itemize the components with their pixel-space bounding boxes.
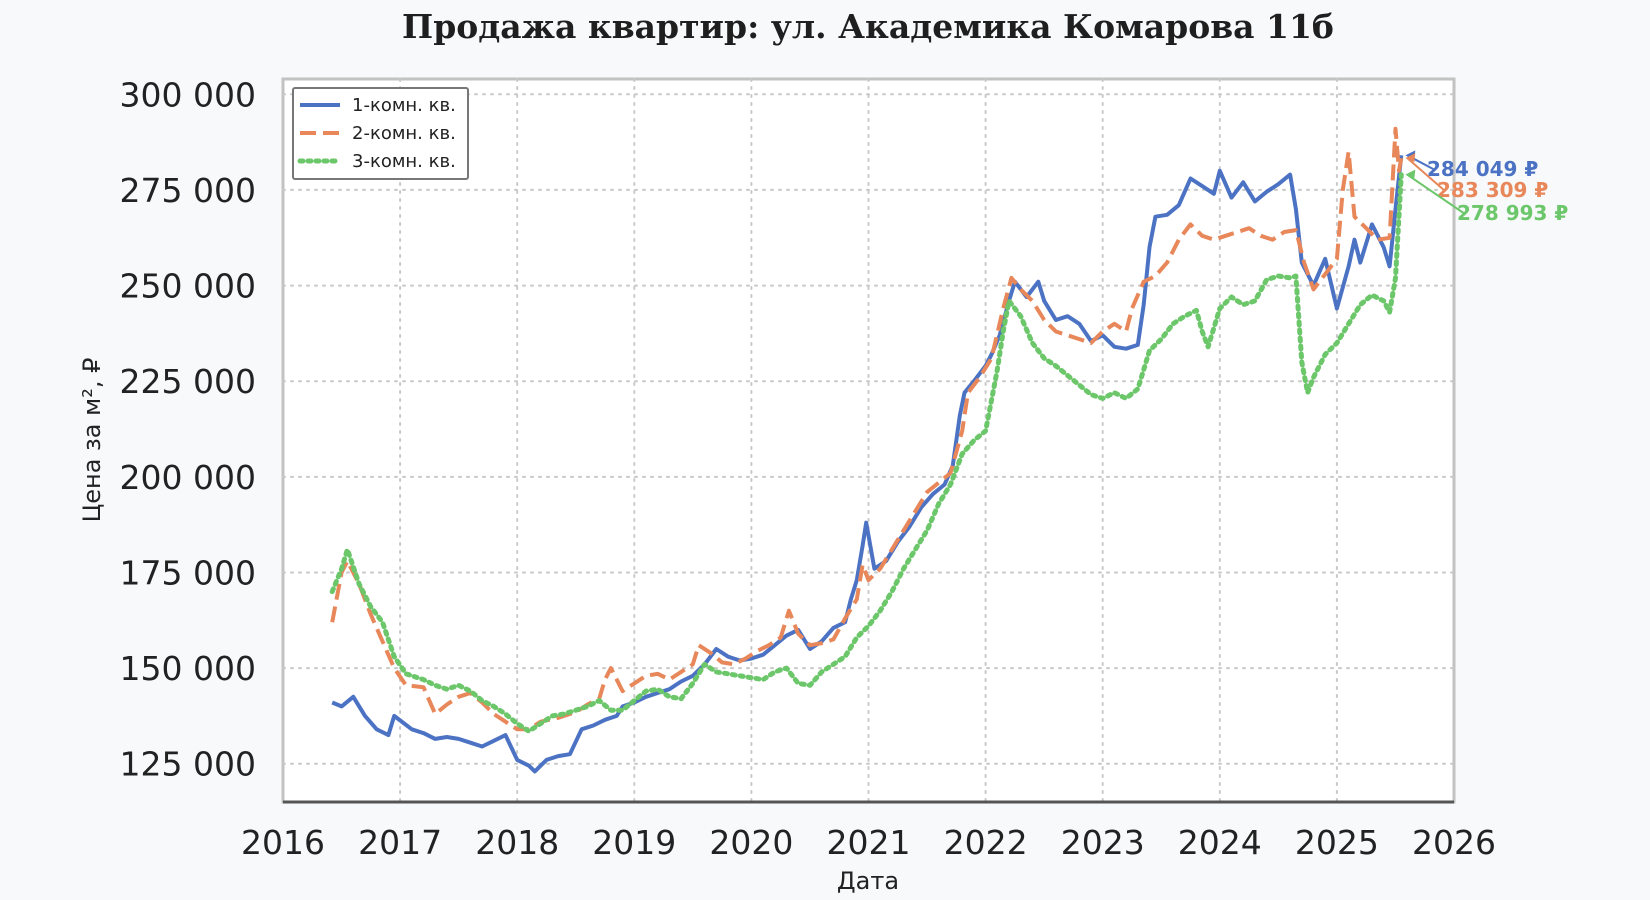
legend-label: 3-комн. кв. <box>352 151 456 172</box>
series-line <box>329 172 1404 734</box>
legend-item: 1-комн. кв. <box>300 95 456 116</box>
x-axis: 2016 2017 2018 2019 2020 2021 2022 2023 2024 2025… <box>241 823 1496 862</box>
legend-box <box>292 87 469 180</box>
legend-item: 2-комн. кв. <box>300 123 456 144</box>
x-tick-label: 2017 <box>358 823 442 862</box>
legend: 1-комн. кв. 2-комн. кв. 3-комн. кв. <box>292 87 469 180</box>
x-tick-label: 2024 <box>1178 823 1262 862</box>
x-tick-label: 2019 <box>592 823 676 862</box>
x-tick-label: 2026 <box>1412 823 1496 862</box>
y-tick-label: 200 000 <box>120 458 256 497</box>
legend-item: 3-комн. кв. <box>297 151 456 172</box>
y-tick-label: 175 000 <box>120 553 256 592</box>
end-label-arrowhead <box>1405 169 1416 179</box>
y-axis-label: Цена за м², ₽ <box>78 358 106 523</box>
end-label-arrow <box>1406 157 1446 192</box>
x-tick-label: 2016 <box>241 823 325 862</box>
chart-title: Продажа квартир: ул. Академика Комарова … <box>402 7 1334 46</box>
y-tick-label: 250 000 <box>120 267 256 306</box>
series-line <box>330 126 1404 732</box>
y-tick-label: 275 000 <box>120 171 256 210</box>
x-axis-label: Дата <box>837 867 899 895</box>
end-label-arrowhead <box>1405 153 1416 163</box>
x-tick-label: 2022 <box>944 823 1028 862</box>
y-tick-label: 225 000 <box>120 362 256 401</box>
end-label: 284 049 ₽ <box>1427 157 1538 181</box>
x-tick-label: 2023 <box>1061 823 1145 862</box>
series-group <box>329 126 1404 774</box>
y-tick-label: 150 000 <box>120 649 256 688</box>
series-2 <box>330 126 1404 732</box>
end-labels: 284 049 ₽283 309 ₽278 993 ₽ <box>1405 150 1568 225</box>
end-label: 283 309 ₽ <box>1437 178 1548 202</box>
x-tick-label: 2021 <box>827 823 911 862</box>
end-label: 278 993 ₽ <box>1457 201 1568 225</box>
y-axis: 125 000 150 000 175 000 200 000 225 000 250 0… <box>120 75 256 783</box>
x-tick-label: 2020 <box>709 823 793 862</box>
x-tick-label: 2018 <box>475 823 559 862</box>
legend-label: 1-комн. кв. <box>352 95 456 116</box>
x-tick-label: 2025 <box>1295 823 1379 862</box>
legend-label: 2-комн. кв. <box>352 123 456 144</box>
y-tick-label: 300 000 <box>120 75 256 114</box>
end-label-arrow <box>1406 173 1466 215</box>
series-3 <box>329 172 1404 734</box>
y-tick-label: 125 000 <box>120 745 256 784</box>
